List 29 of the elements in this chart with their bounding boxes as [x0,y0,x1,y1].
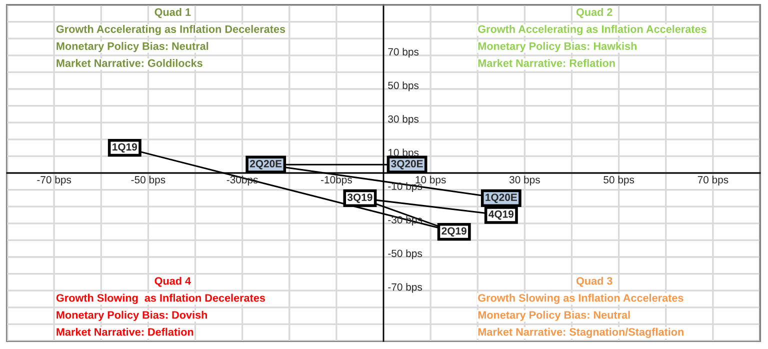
x-tick-label: 50 bps [604,176,634,186]
annotation: Market Narrative: Stagnation/Stagflation [478,328,684,338]
annotation: Growth Slowing as Inflation Accelerates [478,294,684,304]
x-tick-label: -10bps [320,176,352,186]
x-tick-label: -70 bps [37,176,72,186]
annotation: Market Narrative: Deflation [56,328,194,336]
annotation: Monetary Policy Bias: Neutral [478,310,630,321]
annotation: Quad 4 [154,276,191,287]
annotation: Monetary Policy Bias: Hawkish [478,42,636,52]
y-tick-label: 70 bps [388,48,419,58]
annotation: Quad 2 [576,8,612,18]
annotation: Market Narrative: Goldilocks [56,59,202,67]
y-tick-label: 50 bps [388,81,419,92]
x-tick-label: 30 bps [509,176,540,186]
x-tick-label: -50 bps [131,176,166,186]
annotation: Quad 1 [154,8,191,18]
annotation: Monetary Policy Bias: Dovish [56,310,207,321]
x-tick-label: 70 bps [698,176,728,186]
y-tick-label: 30 bps [388,115,419,125]
annotation: Quad 3 [576,276,612,287]
annotation: Monetary Policy Bias: Neutral [56,42,208,52]
x-tick-label: 10 bps [416,176,446,186]
annotation: Market Narrative: Reflation [478,59,615,67]
y-tick-label: -70 bps [388,283,422,293]
annotation: Growth Accelerating as Inflation Decelerates [56,24,286,36]
annotation: Growth Accelerating as Inflation Accelerates [478,24,706,36]
y-tick-label: -50 bps [388,249,422,260]
x-tick-label: -30bps [226,176,258,186]
annotation: Growth Slowing as Inflation Decelerates [56,294,265,304]
